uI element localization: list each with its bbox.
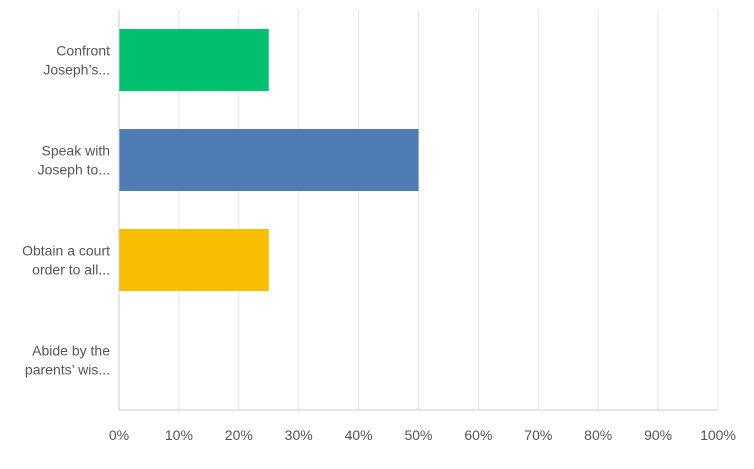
x-tick-label: 20% [225, 427, 253, 443]
bars [119, 29, 419, 291]
category-label: Joseph’s... [43, 62, 110, 78]
category-label: Abide by the [32, 343, 110, 359]
category-label: Obtain a court [22, 243, 110, 259]
axes [118, 10, 718, 411]
category-label: Confront [56, 43, 110, 59]
x-tick-label: 30% [285, 427, 313, 443]
tick-labels: 0% 10% 20% 30% 40% 50% 60% 70% 80% 90% 100% [109, 427, 736, 443]
bar[interactable] [119, 229, 269, 291]
x-tick-label: 40% [345, 427, 373, 443]
x-tick-label: 10% [165, 427, 193, 443]
x-tick-label: 80% [584, 427, 612, 443]
x-tick-label: 60% [464, 427, 492, 443]
category-label: Joseph to... [38, 162, 110, 178]
x-tick-label: 90% [644, 427, 672, 443]
category-label: order to all... [32, 262, 110, 278]
x-tick-label: 0% [109, 427, 129, 443]
category-label: parents’ wis... [25, 362, 110, 378]
x-tick-label: 50% [404, 427, 432, 443]
category-labels: Confront Joseph’s... Speak with Joseph to..… [22, 43, 110, 378]
bar[interactable] [119, 29, 269, 91]
x-tick-label: 100% [700, 427, 736, 443]
category-label: Speak with [42, 143, 110, 159]
x-tick-label: 70% [524, 427, 552, 443]
bar[interactable] [119, 129, 419, 191]
